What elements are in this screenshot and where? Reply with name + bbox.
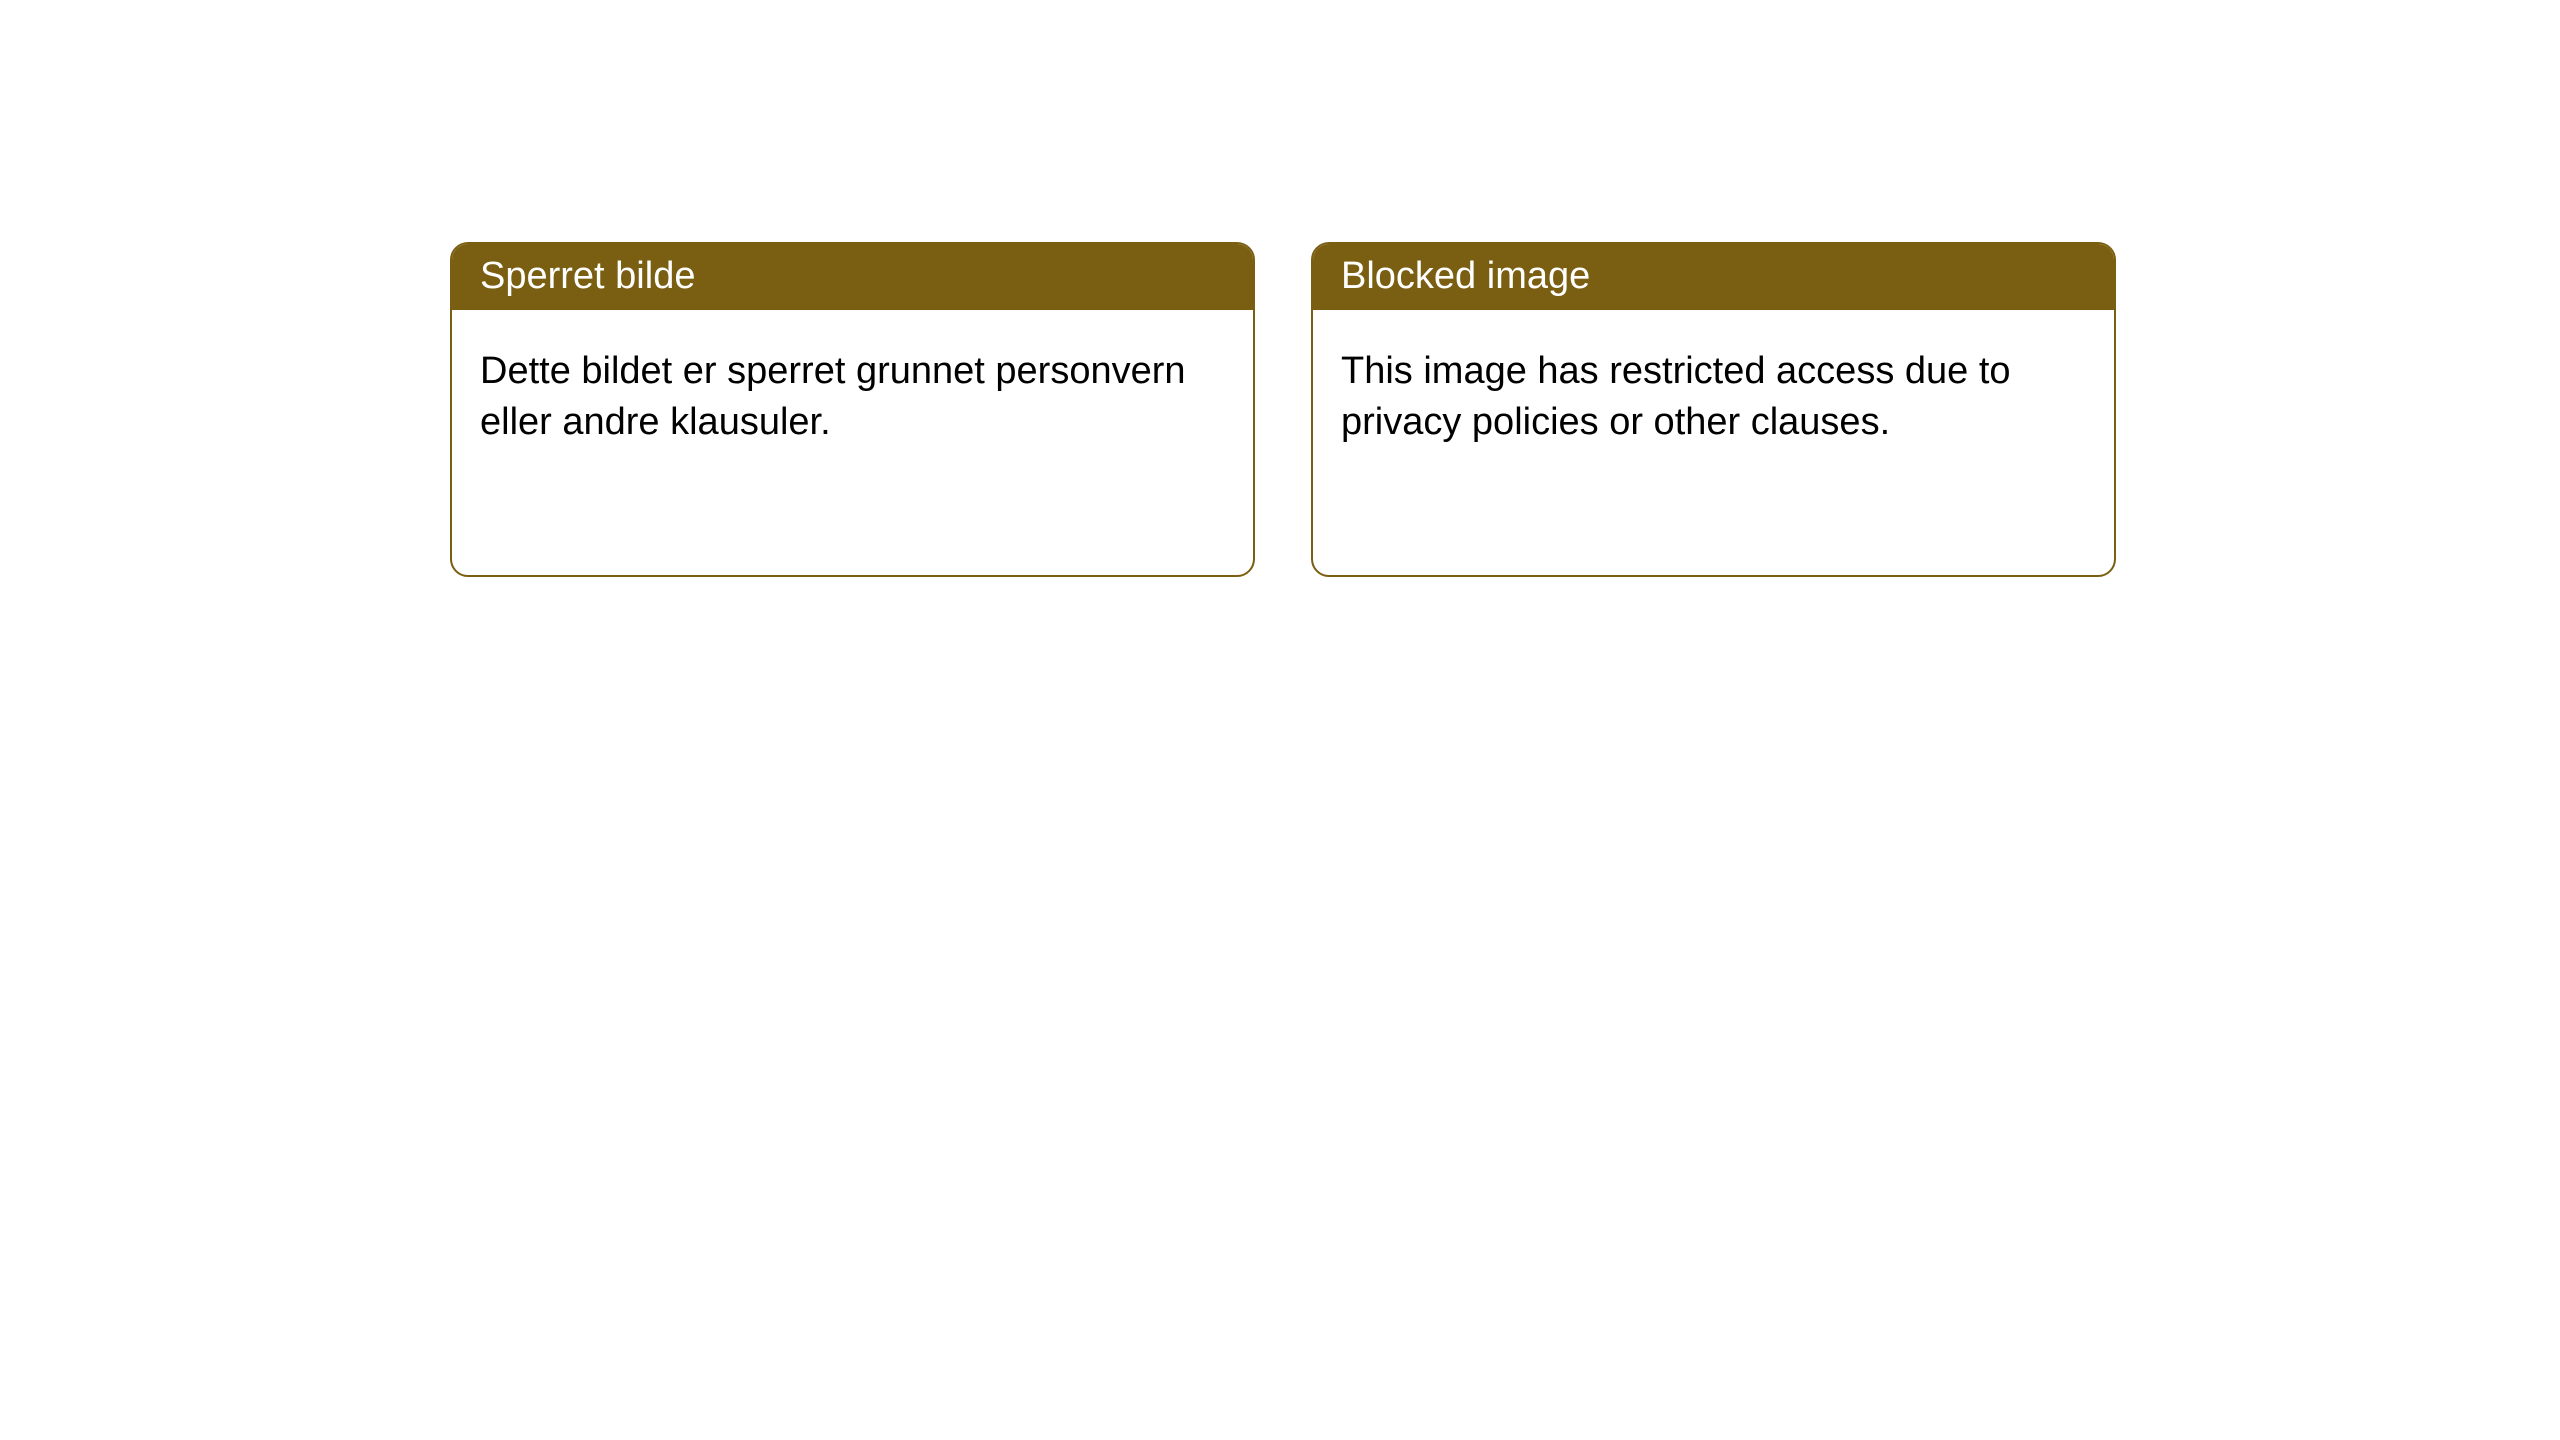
notice-body-no: Dette bildet er sperret grunnet personve… <box>452 310 1253 485</box>
notice-title-en: Blocked image <box>1313 244 2114 310</box>
notice-title-no: Sperret bilde <box>452 244 1253 310</box>
notice-card-en: Blocked image This image has restricted … <box>1311 242 2116 577</box>
notice-card-no: Sperret bilde Dette bildet er sperret gr… <box>450 242 1255 577</box>
notice-body-en: This image has restricted access due to … <box>1313 310 2114 485</box>
notice-container: Sperret bilde Dette bildet er sperret gr… <box>0 0 2560 577</box>
